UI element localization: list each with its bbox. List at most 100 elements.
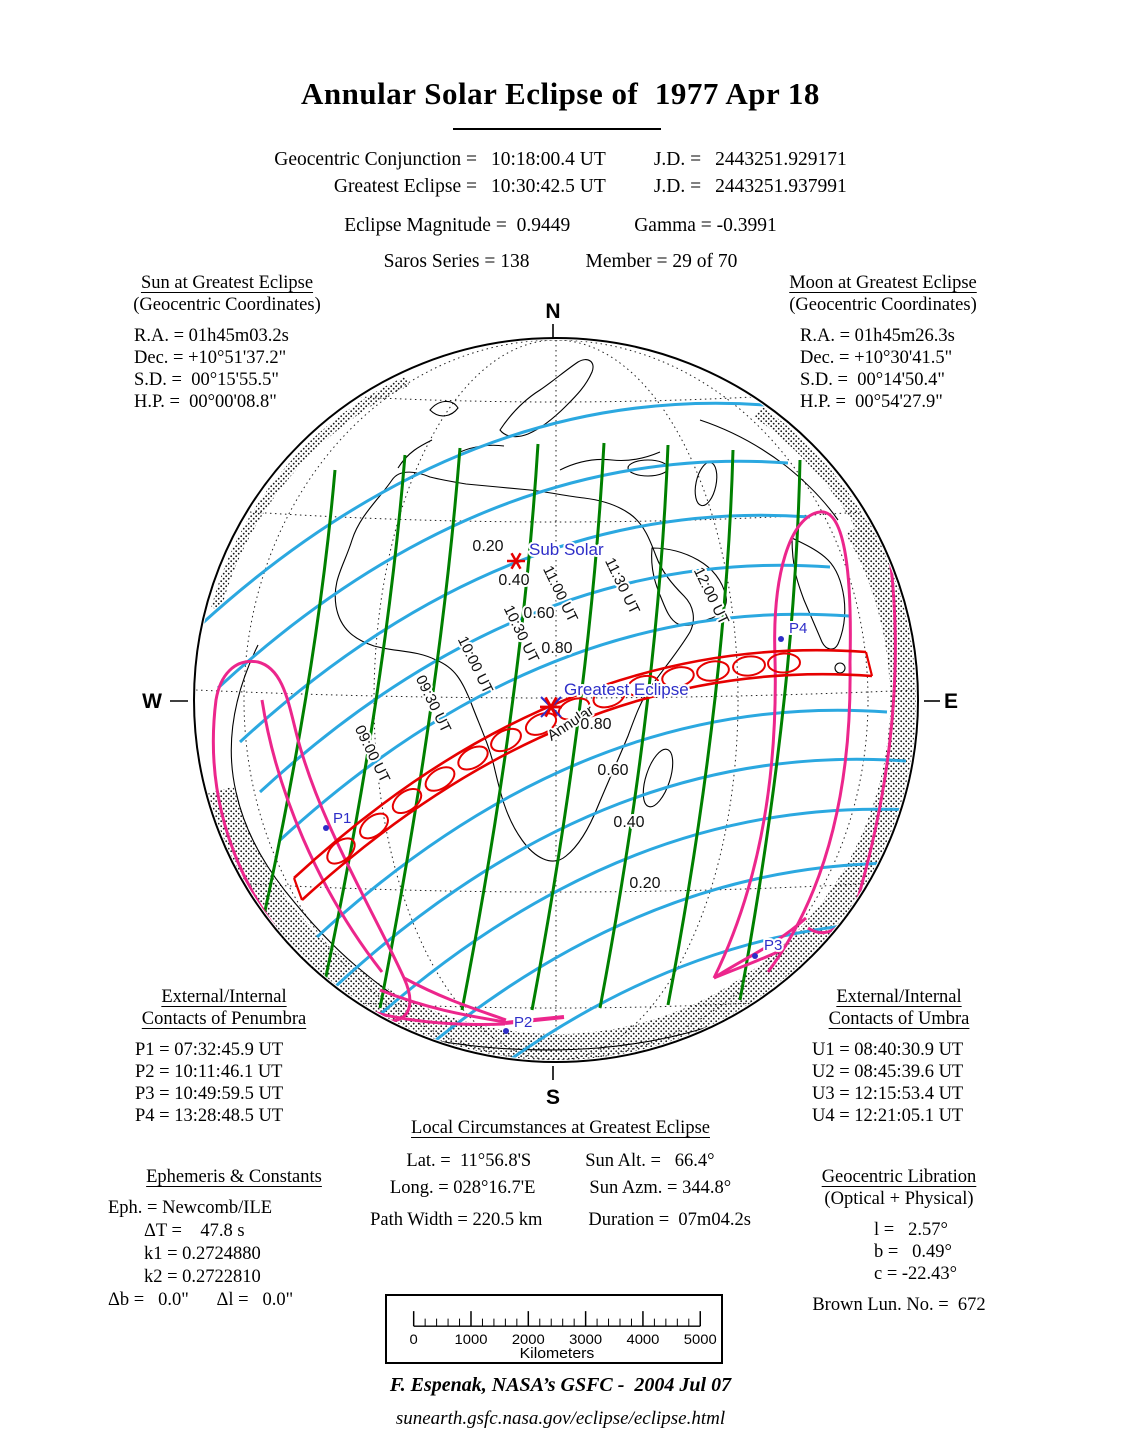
scale-tick-0: 0	[410, 1332, 418, 1348]
moon-hp: H.P. = 00°54'27.9"	[800, 392, 943, 412]
penumbra-title-line2: Contacts of Penumbra	[141, 1009, 307, 1029]
sun-ra: R.A. = 01h45m03.2s	[134, 326, 289, 346]
umbra-title-line2: Contacts of Umbra	[828, 1009, 970, 1029]
contact-label-p4: P4	[789, 620, 807, 637]
sub-solar-label: Sub Solar	[529, 540, 604, 559]
ephemeris-title: Ephemeris & Constants	[146, 1167, 322, 1187]
path-width: Path Width = 220.5 km	[370, 1210, 543, 1230]
contact-label-p2: P2	[514, 1014, 532, 1031]
scale-bar-ruler: 0 1000 2000 3000 4000 5000 Kilometers	[410, 1311, 717, 1362]
svg-text:0.40: 0.40	[498, 572, 529, 589]
moon-block-subtitle: (Geocentric Coordinates)	[789, 295, 977, 315]
svg-text:0.80: 0.80	[580, 716, 611, 733]
scale-tick-5000: 5000	[684, 1332, 717, 1348]
svg-text:11:30 UT: 11:30 UT	[601, 555, 643, 617]
moon-sd: S.D. = 00°14'50.4"	[800, 370, 945, 390]
page-title: Annular Solar Eclipse of 1977 Apr 18	[301, 76, 820, 111]
central-path	[292, 648, 874, 901]
scale-bar: 0 1000 2000 3000 4000 5000 Kilometers	[385, 1294, 723, 1364]
duration: Duration = 07m04.2s	[588, 1210, 751, 1230]
libration-subtitle: (Optical + Physical)	[824, 1189, 974, 1209]
sun-block-subtitle: (Geocentric Coordinates)	[133, 295, 321, 315]
libration-b: b = 0.49°	[874, 1242, 952, 1262]
svg-text:0.80: 0.80	[541, 640, 572, 657]
umbra-title-line1: External/Internal	[836, 987, 962, 1007]
greatest-eclipse-marker	[540, 696, 562, 718]
saros-member: Member = 29 of 70	[585, 251, 738, 272]
contact-u4: U4 = 12:21:05.1 UT	[812, 1106, 964, 1126]
ut-time-labels: 09:00 UT 09:30 UT 10:00 UT 10:30 UT 11:0…	[349, 553, 734, 787]
source-url: sunearth.gsfc.nasa.gov/eclipse/eclipse.h…	[395, 1408, 726, 1429]
conjunction-value: 10:18:00.4 UT	[490, 149, 606, 170]
sun-altitude: Sun Alt. = 66.4°	[585, 1151, 715, 1171]
delta-b-l: Δb = 0.0" Δl = 0.0"	[108, 1290, 294, 1310]
scale-tick-4000: 4000	[626, 1332, 659, 1348]
libration-l: l = 2.57°	[874, 1220, 948, 1240]
ephemeris-source: Eph. = Newcomb/ILE	[108, 1198, 273, 1218]
sub-solar-marker	[507, 552, 525, 570]
scale-tick-3000: 3000	[569, 1332, 602, 1348]
compass-east: E	[944, 690, 958, 713]
saros-series: Saros Series = 138	[383, 251, 530, 272]
penumbra-contacts-block: External/Internal Contacts of Penumbra P…	[115, 986, 333, 1127]
contact-p4: P4 = 13:28:48.5 UT	[135, 1106, 284, 1126]
local-circumstances-block: Local Circumstances at Greatest Eclipse …	[0, 1117, 1121, 1231]
svg-text:0.60: 0.60	[523, 605, 554, 622]
compass-south: S	[546, 1086, 560, 1109]
k2-constant: k2 = 0.2722810	[144, 1267, 261, 1287]
conjunction-label: Geocentric Conjunction =	[274, 149, 477, 170]
penumbra-title-line1: External/Internal	[161, 987, 287, 1007]
sun-sd: S.D. = 00°15'55.5"	[134, 370, 279, 390]
latitude: Lat. = 11°56.8'S	[406, 1151, 532, 1171]
credit-line: F. Espenak, NASA’s GSFC - 2004 Jul 07	[389, 1374, 732, 1396]
contact-u1: U1 = 08:40:30.9 UT	[812, 1040, 964, 1060]
contact-label-p3: P3	[764, 937, 782, 954]
umbra-contacts-block: External/Internal Contacts of Umbra U1 =…	[796, 986, 1002, 1127]
longitude: Long. = 028°16.7'E	[389, 1178, 536, 1198]
local-circumstances-title: Local Circumstances at Greatest Eclipse	[411, 1118, 710, 1138]
scale-tick-1000: 1000	[455, 1332, 488, 1348]
conjunction-table: Geocentric Conjunction = 10:18:00.4 UT J…	[0, 149, 1121, 198]
magnitude-row: Eclipse Magnitude = 0.9449 Gamma = -0.39…	[0, 215, 1121, 237]
ephemeris-block: Ephemeris & Constants Eph. = Newcomb/ILE…	[108, 1166, 360, 1312]
libration-title: Geocentric Libration	[821, 1167, 977, 1187]
moon-coordinates-block: Moon at Greatest Eclipse (Geocentric Coo…	[772, 272, 994, 413]
jd-value: 2443251.937991	[715, 176, 847, 197]
libration-c: c = -22.43°	[874, 1264, 958, 1284]
svg-text:0.20: 0.20	[472, 538, 503, 555]
svg-text:0.60: 0.60	[597, 762, 628, 779]
saros-row: Saros Series = 138 Member = 29 of 70	[0, 251, 1121, 273]
k1-constant: k1 = 0.2724880	[144, 1244, 261, 1264]
jd-label: J.D. =	[653, 149, 702, 170]
sun-azimuth: Sun Azm. = 344.8°	[589, 1178, 732, 1198]
moon-block-title: Moon at Greatest Eclipse	[789, 273, 977, 293]
contact-u2: U2 = 08:45:39.6 UT	[812, 1062, 964, 1082]
jd-label: J.D. =	[653, 176, 702, 197]
brown-lunation-number: Brown Lun. No. = 672	[812, 1295, 986, 1315]
contact-label-p1: P1	[333, 810, 351, 827]
svg-text:10:00 UT: 10:00 UT	[454, 634, 496, 697]
svg-text:0.40: 0.40	[613, 814, 644, 831]
moon-dec: Dec. = +10°30'41.5"	[800, 348, 953, 368]
eclipse-magnitude: Eclipse Magnitude = 0.9449	[344, 215, 571, 236]
greatest-eclipse-time-label: Greatest Eclipse =	[333, 176, 477, 197]
scale-unit-label: Kilometers	[520, 1346, 595, 1362]
globe-outline	[193, 337, 919, 1063]
compass-ticks	[170, 324, 940, 1080]
sun-hp: H.P. = 00°00'08.8"	[134, 392, 277, 412]
contact-point-dots	[323, 636, 784, 1034]
contact-p3: P3 = 10:49:59.5 UT	[135, 1084, 284, 1104]
sun-dec: Dec. = +10°51'37.2"	[134, 348, 287, 368]
night-shading	[196, 340, 916, 1060]
libration-block: Geocentric Libration (Optical + Physical…	[788, 1166, 1010, 1316]
scale-tick-2000: 2000	[512, 1332, 545, 1348]
penumbra-limit-curves	[211, 510, 897, 1026]
greatest-eclipse-label: Greatest Eclipse	[564, 680, 689, 699]
contact-p1: P1 = 07:32:45.9 UT	[135, 1040, 284, 1060]
sun-coordinates-block: Sun at Greatest Eclipse (Geocentric Coor…	[118, 272, 336, 413]
moon-ra: R.A. = 01h45m26.3s	[800, 326, 955, 346]
title-rule	[453, 128, 661, 130]
gamma: Gamma = -0.3991	[634, 215, 777, 236]
contact-u3: U3 = 12:15:53.4 UT	[812, 1084, 964, 1104]
